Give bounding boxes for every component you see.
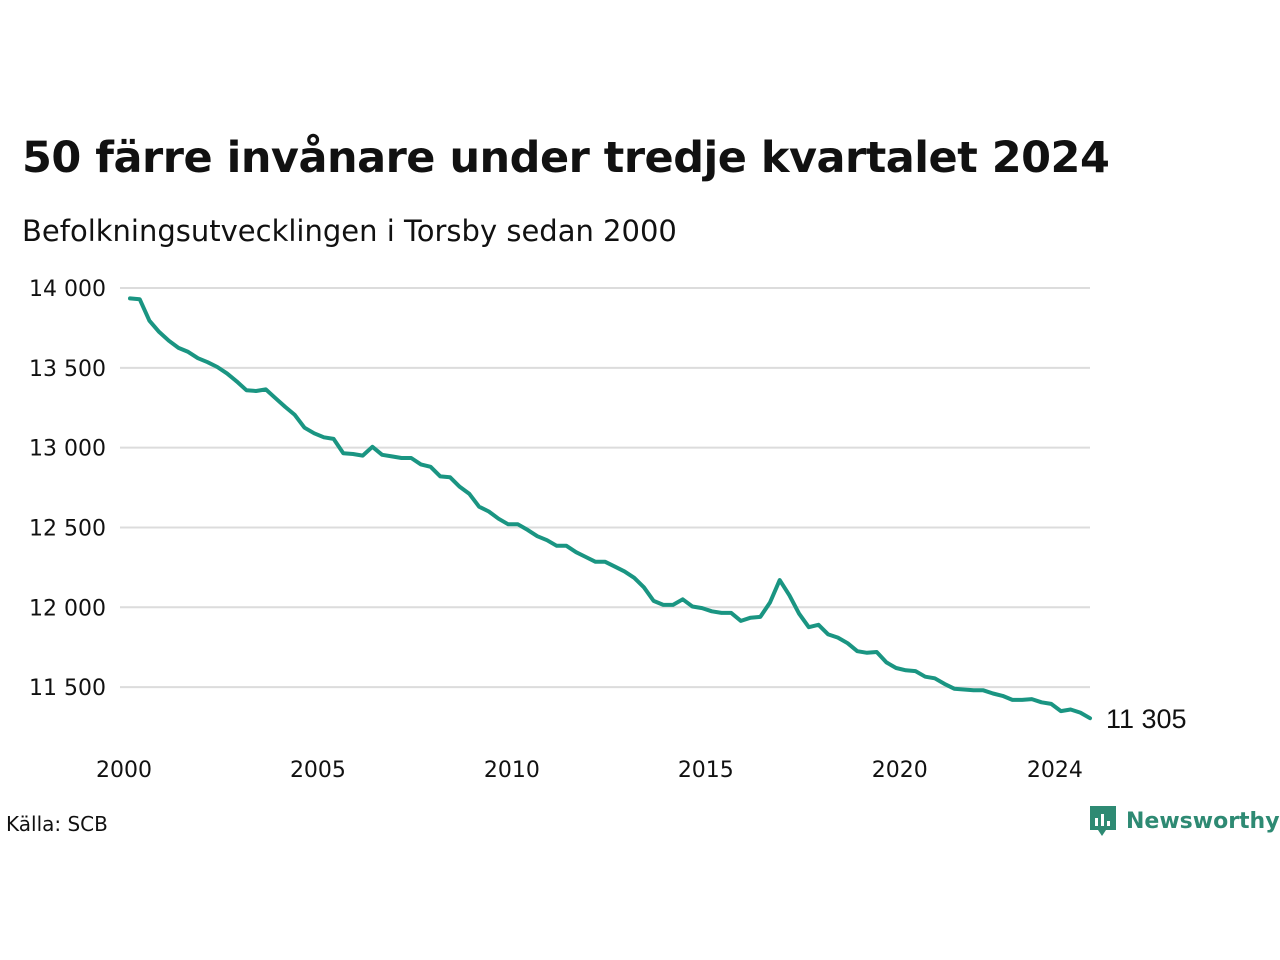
y-tick-label: 14 000	[29, 277, 106, 302]
y-tick-label: 11 500	[29, 676, 106, 701]
grid-lines	[120, 287, 1090, 689]
x-tick-label: 2000	[96, 758, 152, 783]
series-layer	[128, 296, 1092, 721]
newsworthy-logo-icon	[1090, 806, 1116, 836]
x-tick-label: 2010	[484, 758, 540, 783]
chart-title: 50 färre invånare under tredje kvartalet…	[22, 133, 1110, 183]
chart-subtitle: Befolkningsutvecklingen i Torsby sedan 2…	[22, 214, 677, 248]
x-tick-label: 2005	[290, 758, 346, 783]
y-tick-label: 12 000	[29, 596, 106, 621]
end-label-layer: 11 305	[1106, 704, 1187, 734]
brand-logo: Newsworthy	[1088, 804, 1280, 838]
end-value-label: 11 305	[1106, 704, 1187, 734]
y-tick-label: 13 500	[29, 357, 106, 382]
x-tick-label: 2015	[678, 758, 734, 783]
y-tick-label: 13 000	[29, 437, 106, 462]
brand-name: Newsworthy	[1126, 808, 1280, 834]
source-note: Källa: SCB	[6, 812, 108, 836]
x-axis-ticks: 2000 2005 2010 2015 2020 2024	[96, 758, 1083, 783]
x-tick-label: 2020	[872, 758, 928, 783]
y-tick-label: 12 500	[29, 516, 106, 541]
population-line	[128, 296, 1092, 721]
y-axis-ticks: 14 000 13 500 13 000 12 500 12 000 11 500	[29, 277, 106, 701]
x-tick-label: 2024	[1027, 758, 1083, 783]
